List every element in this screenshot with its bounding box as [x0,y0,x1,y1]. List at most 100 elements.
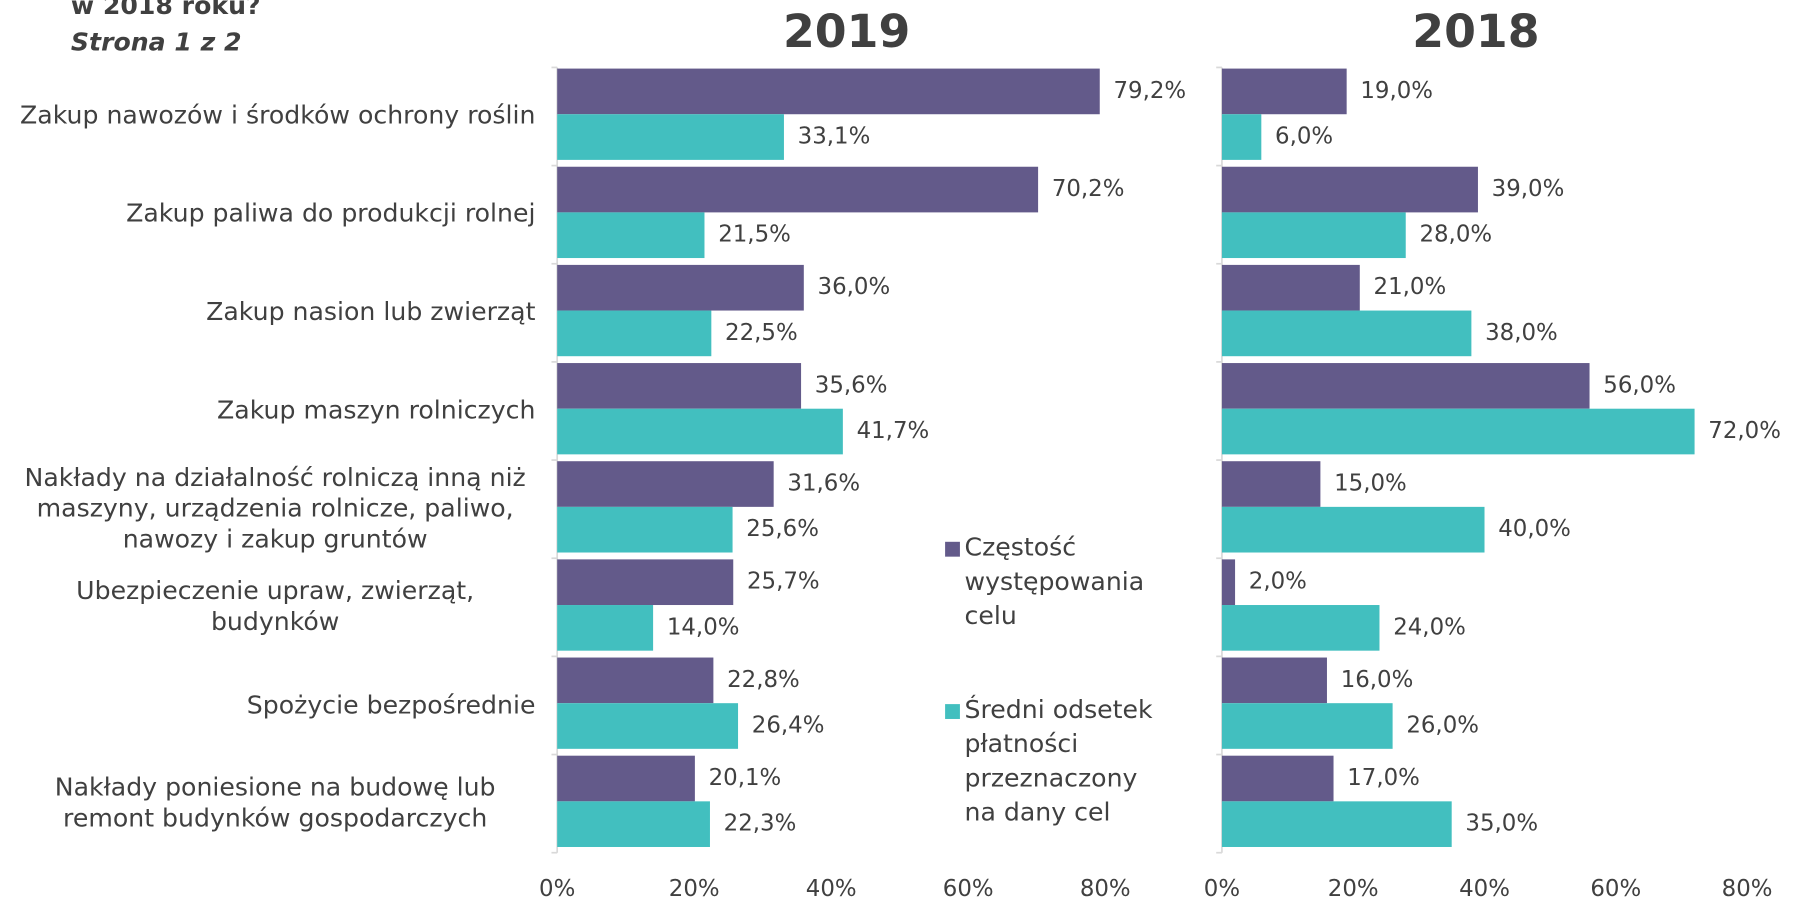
x-tick-label: 60% [943,876,994,902]
value-label: 25,6% [746,516,819,542]
legend-label: Częstość występowania celu [964,533,1145,631]
value-label: 21,0% [1374,274,1447,300]
legend-item: Częstość występowania celu [945,532,1174,635]
bar [557,310,712,357]
bar [1221,461,1321,507]
category-box: Nakłady poniesione na budowę lub remont … [0,755,535,853]
value-label: 35,0% [1465,811,1538,837]
value-label: 40,0% [1498,516,1571,542]
bar [557,755,695,802]
legend-label: Średni odsetek płatności przeznaczony na… [964,696,1153,828]
value-label: 22,3% [724,811,797,837]
bar [1221,114,1262,160]
bar [1221,68,1347,115]
category-row: Zakup maszyn rolniczych [0,362,535,460]
y-tick-label: Zakup nawozów i środków ochrony roślin [20,102,536,131]
legend-entry: Częstość występowania celu [945,532,1174,635]
category-row: Nakłady poniesione na budowę lub remont … [0,755,535,853]
bar [1221,212,1406,259]
y-tick-label: Nakłady na działalność rolniczą inną niż… [24,464,526,555]
y-tick-label: Ubezpieczenie upraw, zwierząt, budynków [76,577,475,638]
y-tick-label: Spożycie bezpośrednie [246,691,536,720]
bar [1221,703,1393,749]
value-label: 38,0% [1485,320,1558,346]
category-box: Spożycie bezpośrednie [0,656,536,754]
value-label: 24,0% [1393,614,1466,640]
x-tick-label: 20% [1328,876,1379,902]
legend-entry: Średni odsetek płatności przeznaczony na… [945,694,1174,831]
category-box: Zakup nasion lub zwierząt [0,264,535,362]
legend-swatch [945,541,960,557]
bar [557,461,774,507]
category-row: Nakłady na działalność rolniczą inną niż… [0,460,535,558]
value-label: 56,0% [1603,372,1676,398]
value-label: 79,2% [1113,78,1186,104]
value-label: 70,2% [1052,176,1125,202]
value-label: 21,5% [718,222,791,248]
bar [1221,801,1452,847]
value-label: 36,0% [818,274,891,300]
y-tick-label: Zakup maszyn rolniczych [217,396,536,426]
category-box: Zakup paliwa do produkcji rolnej [0,166,535,264]
category-box: Nakłady na działalność rolniczą inną niż… [0,460,535,558]
category-row: Spożycie bezpośrednie [0,656,536,754]
value-label: 17,0% [1347,765,1420,791]
chart-title: 2018 [1412,5,1539,58]
bar [1221,310,1472,357]
x-tick-label: 20% [669,876,720,902]
value-label: 26,0% [1406,713,1479,739]
x-tick-label: 80% [1722,876,1773,902]
legend-swatch [945,704,960,719]
category-row: Zakup paliwa do produkcji rolnej [0,166,535,264]
legend-item: Średni odsetek płatności przeznaczony na… [945,694,1174,831]
bar [557,114,784,160]
bar [557,506,733,553]
value-label: 41,7% [857,418,930,444]
x-tick-label: 80% [1080,876,1131,902]
value-label: 2,0% [1249,569,1307,595]
chart-title: 2019 [783,5,910,58]
page-subtitle: Strona 1 z 2 [71,27,242,56]
category-row: Zakup nasion lub zwierząt [0,264,535,362]
bar [557,657,714,704]
value-label: 15,0% [1334,471,1407,497]
value-label: 22,5% [725,320,798,346]
bar [557,703,739,749]
x-tick-label: 40% [806,876,857,902]
bar [557,264,804,311]
bar [557,605,654,651]
bar [557,166,1039,213]
value-label: 14,0% [667,614,740,640]
x-tick-label: 40% [1459,876,1510,902]
value-label: 25,7% [747,569,820,595]
value-label: 28,0% [1419,222,1492,248]
value-label: 22,8% [727,667,800,693]
bar [557,801,710,847]
bar [557,408,843,455]
x-tick-label: 0% [1204,876,1240,902]
value-label: 33,1% [798,124,871,150]
category-box: Ubezpieczenie upraw, zwierząt, budynków [0,558,535,656]
bar [1221,755,1334,802]
page-title: w 2018 roku? [71,0,261,20]
value-label: 20,1% [709,765,782,791]
value-label: 35,6% [815,372,888,398]
value-label: 6,0% [1275,124,1333,150]
bar [1221,408,1695,455]
bar [557,363,802,409]
bar [1221,657,1327,704]
value-label: 16,0% [1341,667,1414,693]
y-tick-label: Nakłady poniesione na budowę lub remont … [54,773,496,834]
y-tick-label: Zakup nasion lub zwierząt [206,298,536,328]
bar [1221,264,1360,311]
value-label: 31,6% [787,471,860,497]
value-label: 72,0% [1708,418,1781,444]
bar [1221,506,1485,553]
value-label: 19,0% [1360,78,1433,104]
bar [1221,166,1478,213]
category-row: Ubezpieczenie upraw, zwierząt, budynków [0,558,535,656]
category-box: Zakup maszyn rolniczych [0,362,535,460]
value-label: 39,0% [1492,176,1565,202]
category-box: Zakup nawozów i środków ochrony roślin [20,102,536,131]
